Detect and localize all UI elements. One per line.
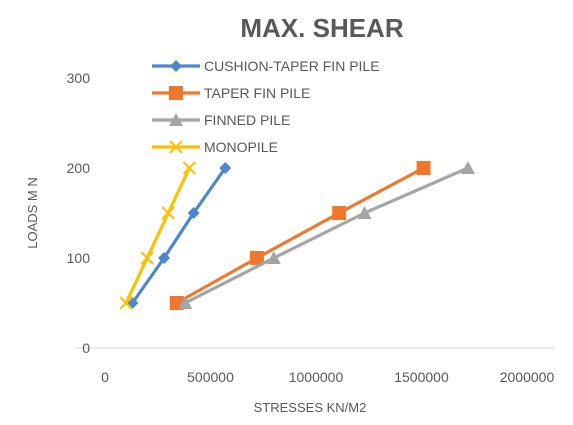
x-marker-stroke	[161, 206, 176, 220]
series-finned-pile	[178, 161, 475, 309]
series-line-cushion-taper-fin-pile	[130, 166, 227, 305]
x-tick-labels: 0 500000 1000000 1500000 2000000	[101, 369, 554, 385]
chart-title: MAX. SHEAR	[240, 13, 403, 43]
legend-item-taper-fin-pile: TAPER FIN PILE	[152, 85, 310, 101]
series-monopile	[119, 161, 197, 310]
legend-swatch-marker	[169, 86, 183, 100]
data-point-cushion-taper-fin-pile	[158, 252, 171, 264]
x-marker-stroke	[140, 251, 154, 265]
y-tick-label: 100	[67, 250, 91, 266]
legend-item-finned-pile: FINNED PILE	[152, 112, 290, 128]
series-taper-fin-pile	[169, 161, 431, 310]
data-point-finned-pile	[460, 161, 475, 174]
x-tick-label: 2000000	[500, 369, 555, 385]
y-tick-label: 300	[67, 70, 91, 86]
legend-label: FINNED PILE	[204, 112, 290, 128]
legend-swatch-marker	[169, 140, 183, 154]
legend: CUSHION-TAPER FIN PILE TAPER FIN PILE FINN…	[152, 58, 380, 155]
data-point-taper-fin-pile	[416, 161, 431, 175]
data-point-finned-pile	[178, 296, 193, 309]
y-axis-title: LOADS M N	[25, 177, 40, 249]
series-layer	[119, 161, 475, 310]
x-marker-stroke	[182, 161, 197, 175]
x-tick-label: 1500000	[394, 369, 449, 385]
data-point-cushion-taper-fin-pile	[219, 162, 232, 174]
legend-label: TAPER FIN PILE	[204, 85, 310, 101]
data-point-monopile	[140, 251, 154, 265]
y-tick-labels: 0 100 200 300	[67, 70, 91, 356]
data-point-taper-fin-pile	[249, 251, 264, 265]
series-line-taper-fin-pile	[175, 166, 426, 305]
y-tick-label: 200	[67, 160, 91, 176]
data-point-cushion-taper-fin-pile	[126, 297, 139, 309]
data-point-monopile	[161, 206, 176, 220]
legend-item-cushion-taper-fin-pile: CUSHION-TAPER FIN PILE	[152, 58, 380, 74]
data-point-taper-fin-pile	[332, 206, 347, 220]
x-axis-title: STRESSES KN/M2	[254, 400, 367, 415]
legend-item-monopile: MONOPILE	[152, 139, 278, 155]
series-line-monopile	[124, 166, 191, 305]
legend-label: MONOPILE	[204, 139, 278, 155]
x-tick-label: 500000	[187, 369, 234, 385]
data-point-monopile	[182, 161, 197, 175]
data-point-cushion-taper-fin-pile	[187, 207, 200, 219]
x-tick-label: 1000000	[289, 369, 344, 385]
legend-label: CUSHION-TAPER FIN PILE	[204, 58, 380, 74]
data-point-finned-pile	[266, 251, 281, 264]
y-tick-label: 0	[82, 340, 90, 356]
series-line-finned-pile	[183, 166, 470, 305]
legend-swatch-marker	[169, 113, 183, 126]
x-tick-label: 0	[101, 369, 109, 385]
series-cushion-taper-fin-pile	[126, 162, 232, 309]
x-marker-stroke	[169, 140, 183, 154]
data-point-finned-pile	[357, 206, 372, 219]
x-marker-stroke	[119, 296, 133, 310]
data-point-monopile	[119, 296, 133, 310]
legend-swatch-marker	[170, 60, 182, 72]
